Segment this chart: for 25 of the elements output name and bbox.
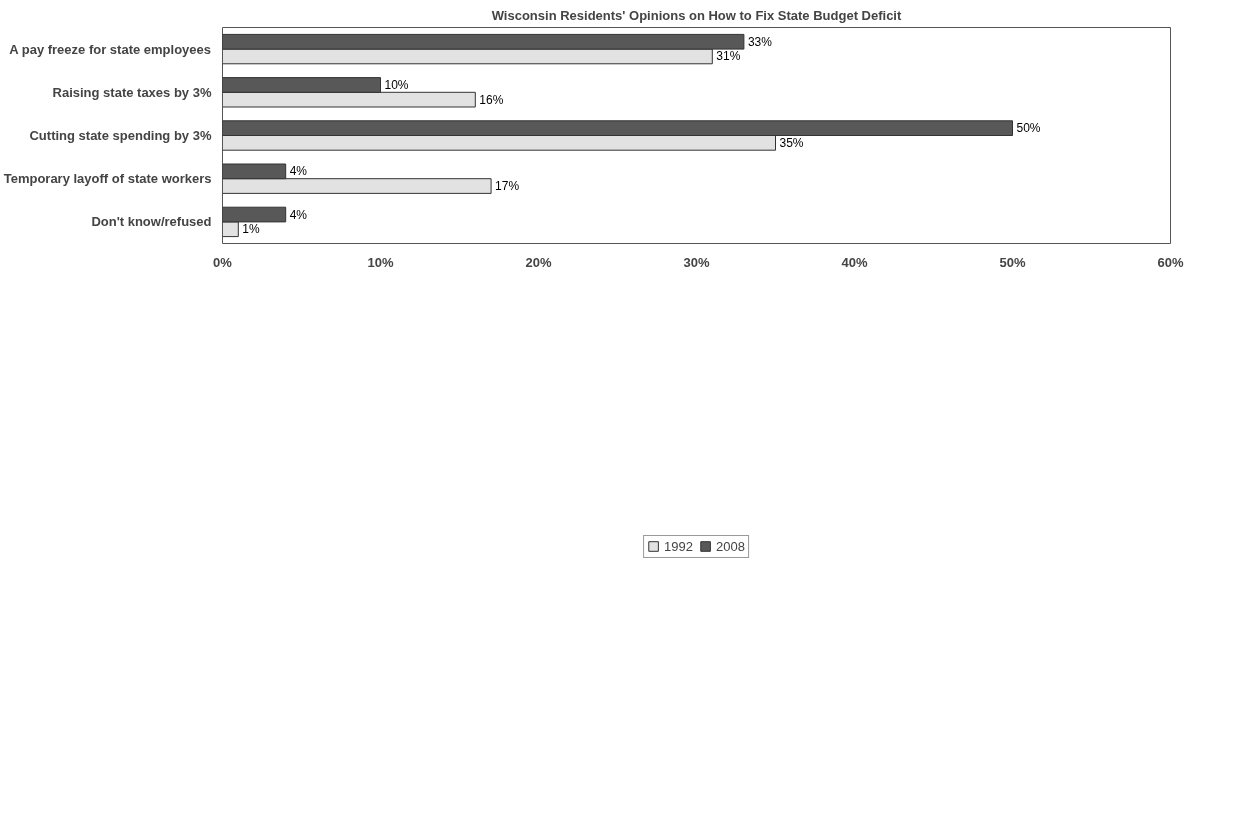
data-label: 35% [779, 135, 804, 150]
legend-label: 1992 [664, 538, 693, 554]
data-label: 4% [289, 207, 308, 222]
data-label: 16% [479, 92, 504, 107]
x-tick-label: 0% [213, 254, 233, 270]
x-tick-label: 30% [683, 254, 710, 270]
y-tick-label: Cutting state spending by 3% [29, 128, 212, 143]
x-tick-label: 50% [999, 254, 1026, 270]
data-label: 4% [289, 164, 308, 179]
y-tick-label: A pay freeze for state employees [9, 41, 212, 57]
data-label: 1% [242, 222, 260, 237]
x-tick-label: 10% [367, 254, 394, 270]
data-label: 17% [495, 179, 520, 194]
data-label: 10% [384, 77, 409, 92]
data-label: 50% [1016, 121, 1041, 136]
data-label: 31% [716, 49, 741, 64]
legend-label: 2008 [716, 538, 745, 554]
y-tick-label: Raising state taxes by 3% [52, 84, 212, 100]
x-tick-label: 40% [841, 254, 868, 270]
chart-title: Wisconsin Residents' Opinions on How to Fix State Budget Deficit [491, 7, 902, 23]
x-tick-label: 60% [1157, 254, 1184, 270]
data-label: 33% [747, 34, 773, 49]
y-tick-label: Don't know/refused [91, 214, 212, 230]
y-tick-label: Temporary layoff of state workers [3, 171, 212, 187]
x-tick-label: 20% [525, 254, 552, 270]
